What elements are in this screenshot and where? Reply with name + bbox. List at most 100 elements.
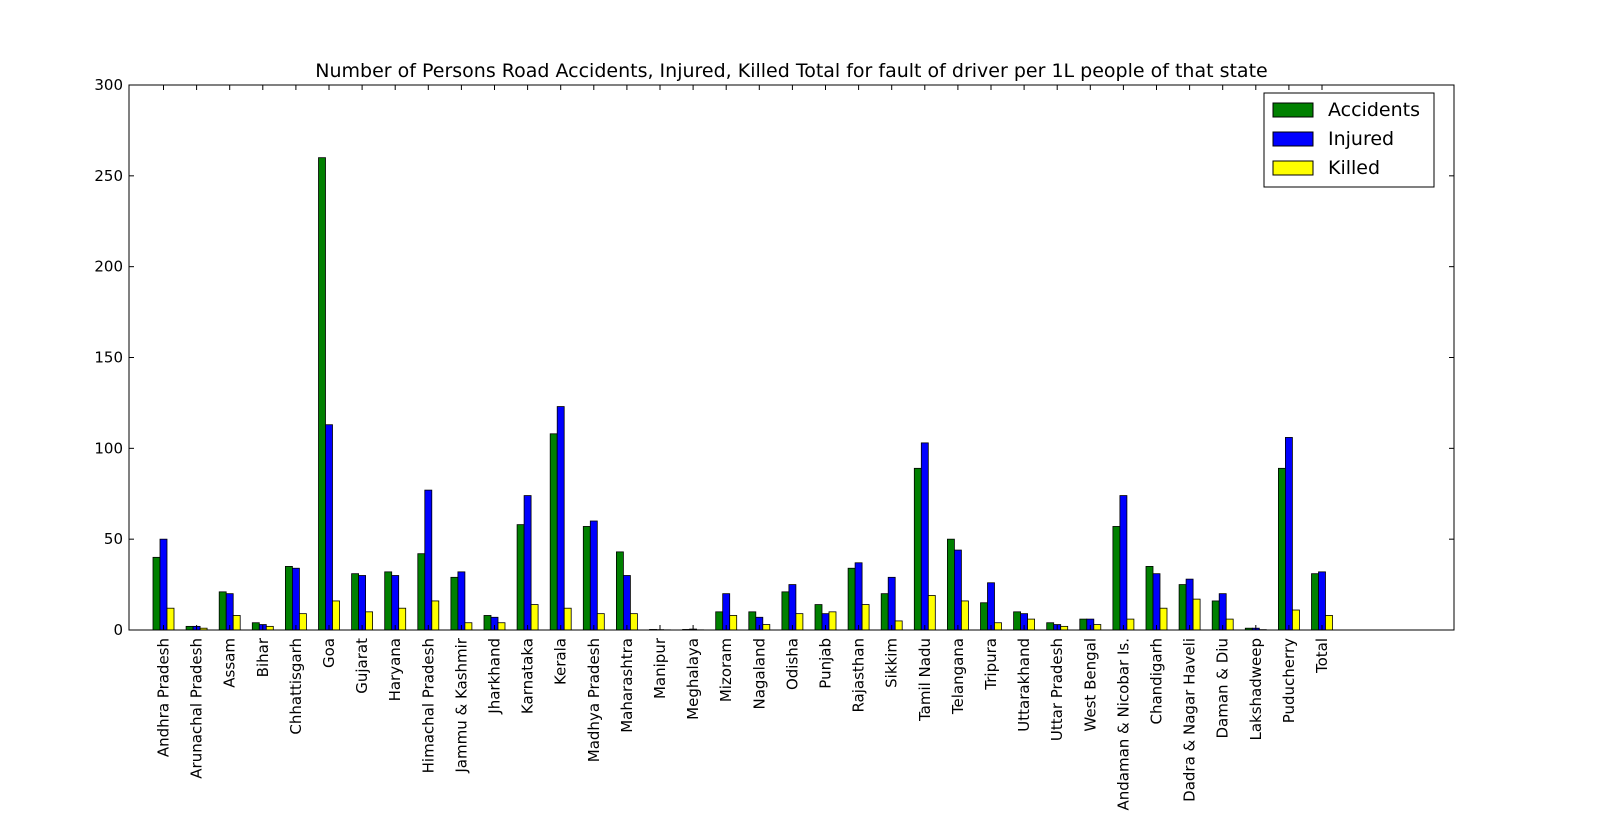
bar-injured-11	[523, 495, 532, 631]
x-tick-label: Rajasthan	[850, 638, 868, 713]
bar-killed-28	[1093, 624, 1102, 631]
bar-accidents-10	[483, 615, 492, 631]
bar-injured-2	[225, 593, 234, 631]
bar-accidents-32	[1211, 600, 1220, 631]
bar-killed-19	[795, 613, 804, 631]
bar-injured-17	[722, 593, 731, 631]
x-tick-label: Karnataka	[519, 638, 537, 714]
x-tick-label: Lakshadweep	[1247, 638, 1265, 741]
bar-accidents-12	[549, 433, 558, 631]
x-axis: Andhra Pradesh Arunachal Pradesh Assam Biha…	[155, 85, 1331, 811]
bar-killed-25	[994, 622, 1002, 631]
x-tick-label: Tamil Nadu	[916, 638, 934, 722]
chart-title: Number of Persons Road Accidents, Injure…	[315, 60, 1267, 82]
x-tick-label: Odisha	[783, 638, 801, 690]
bar-accidents-13	[582, 526, 591, 631]
bar-killed-30	[1159, 607, 1168, 631]
bar-killed-5	[332, 600, 340, 631]
y-tick-label: 150	[94, 349, 123, 367]
x-tick-label: Assam	[221, 638, 239, 688]
bars-group	[152, 157, 1333, 631]
bar-injured-31	[1185, 578, 1194, 631]
bar-injured-35	[1318, 571, 1326, 631]
bar-killed-17	[729, 615, 738, 631]
bar-killed-32	[1225, 618, 1234, 631]
x-tick-label: Andaman & Nicobar Is.	[1114, 638, 1132, 811]
bar-injured-23	[920, 442, 929, 631]
x-tick-label: Dadra & Nagar Haveli	[1181, 638, 1199, 802]
legend-label-killed: Killed	[1328, 157, 1380, 179]
x-tick-label: Jharkhand	[486, 638, 504, 715]
x-tick-label: Madhya Pradesh	[585, 638, 603, 762]
bar-accidents-4	[284, 566, 293, 631]
x-tick-label: Arunachal Pradesh	[188, 638, 206, 779]
x-tick-label: Bihar	[254, 637, 272, 677]
bar-killed-11	[530, 604, 539, 631]
x-tick-label: Kerala	[552, 638, 570, 685]
bar-accidents-1	[185, 625, 194, 631]
y-tick-label: 0	[113, 621, 123, 639]
bar-accidents-14	[616, 551, 624, 631]
y-tick-label: 200	[94, 258, 123, 276]
bar-accidents-34	[1278, 467, 1286, 631]
bar-accidents-28	[1079, 618, 1088, 631]
y-tick-label: 250	[94, 167, 123, 185]
bar-killed-6	[365, 611, 374, 631]
bar-injured-13	[589, 520, 598, 631]
x-tick-label: Punjab	[817, 638, 835, 689]
bar-accidents-0	[152, 556, 161, 631]
x-tick-label: Maharashtra	[618, 638, 636, 733]
bar-accidents-2	[218, 591, 227, 631]
bar-killed-29	[1126, 618, 1135, 631]
x-tick-label: Nagaland	[750, 638, 768, 710]
y-axis: 0 50 100 150 200 250 300	[94, 76, 1454, 639]
bar-killed-2	[232, 615, 241, 631]
bar-accidents-22	[880, 593, 889, 631]
x-tick-label: Total	[1313, 638, 1331, 674]
bar-injured-0	[159, 538, 168, 631]
x-tick-label: Chhattisgarh	[287, 638, 305, 735]
bar-killed-20	[828, 611, 837, 631]
bar-accidents-8	[417, 553, 426, 631]
legend-swatch-accidents	[1272, 102, 1314, 118]
bar-injured-34	[1285, 437, 1293, 631]
x-tick-label: Tripura	[982, 638, 1000, 691]
legend: Accidents Injured Killed	[1263, 92, 1435, 188]
x-tick-label: Uttarakhand	[1015, 638, 1033, 732]
x-tick-label: Mizoram	[717, 638, 735, 702]
x-tick-label: West Bengal	[1081, 638, 1099, 732]
bar-killed-14	[630, 613, 638, 631]
bar-accidents-21	[847, 567, 856, 631]
bar-accidents-9	[450, 576, 459, 631]
bar-accidents-3	[251, 622, 260, 631]
x-tick-label: Goa	[320, 638, 338, 668]
x-tick-label: Himachal Pradesh	[419, 638, 437, 773]
bar-injured-21	[854, 562, 863, 631]
legend-swatch-killed	[1272, 160, 1314, 176]
bar-killed-35	[1325, 615, 1333, 631]
bar-killed-27	[1060, 625, 1069, 631]
bar-accidents-5	[318, 157, 326, 631]
x-tick-label: Uttar Pradesh	[1048, 638, 1066, 741]
x-tick-label: Sikkim	[883, 638, 901, 688]
legend-label-accidents: Accidents	[1328, 99, 1420, 121]
bar-killed-8	[431, 600, 440, 631]
bar-accidents-23	[913, 467, 922, 631]
bar-accidents-29	[1112, 526, 1121, 631]
bar-injured-5	[325, 424, 333, 631]
bar-killed-7	[398, 607, 407, 631]
x-tick-label: Jammu & Kashmir	[452, 637, 470, 773]
bar-killed-26	[1027, 618, 1035, 631]
bar-killed-13	[596, 613, 605, 631]
bar-killed-21	[861, 604, 870, 631]
bar-injured-19	[788, 584, 797, 631]
x-tick-label: Daman & Diu	[1214, 638, 1232, 739]
bar-injured-32	[1218, 593, 1227, 631]
bar-accidents-7	[384, 571, 393, 631]
bar-injured-25	[987, 582, 995, 631]
bar-killed-3	[265, 625, 274, 631]
bar-injured-4	[291, 567, 300, 631]
bar-accidents-20	[814, 604, 823, 631]
bar-killed-10	[497, 622, 506, 631]
